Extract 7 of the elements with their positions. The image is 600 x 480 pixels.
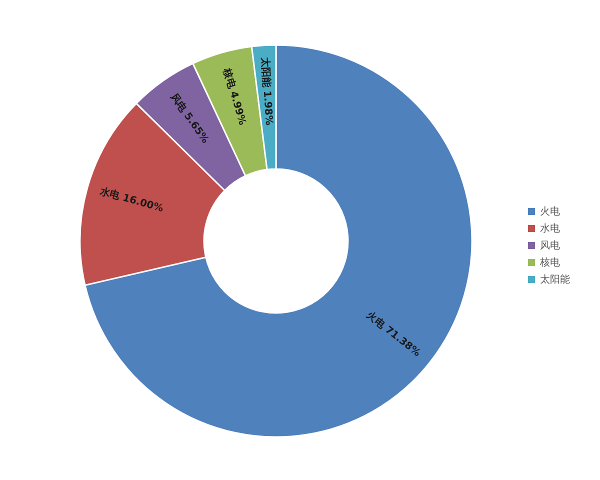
legend-label: 太阳能 [540, 274, 570, 286]
legend-label: 风电 [540, 240, 560, 252]
category-label: 太阳能 1.98% [258, 56, 274, 126]
legend-label: 水电 [540, 222, 560, 235]
category-label: 核电 4.99% [220, 67, 248, 126]
legend-label: 核电 [539, 256, 560, 269]
legend-label: 火电 [540, 206, 560, 218]
